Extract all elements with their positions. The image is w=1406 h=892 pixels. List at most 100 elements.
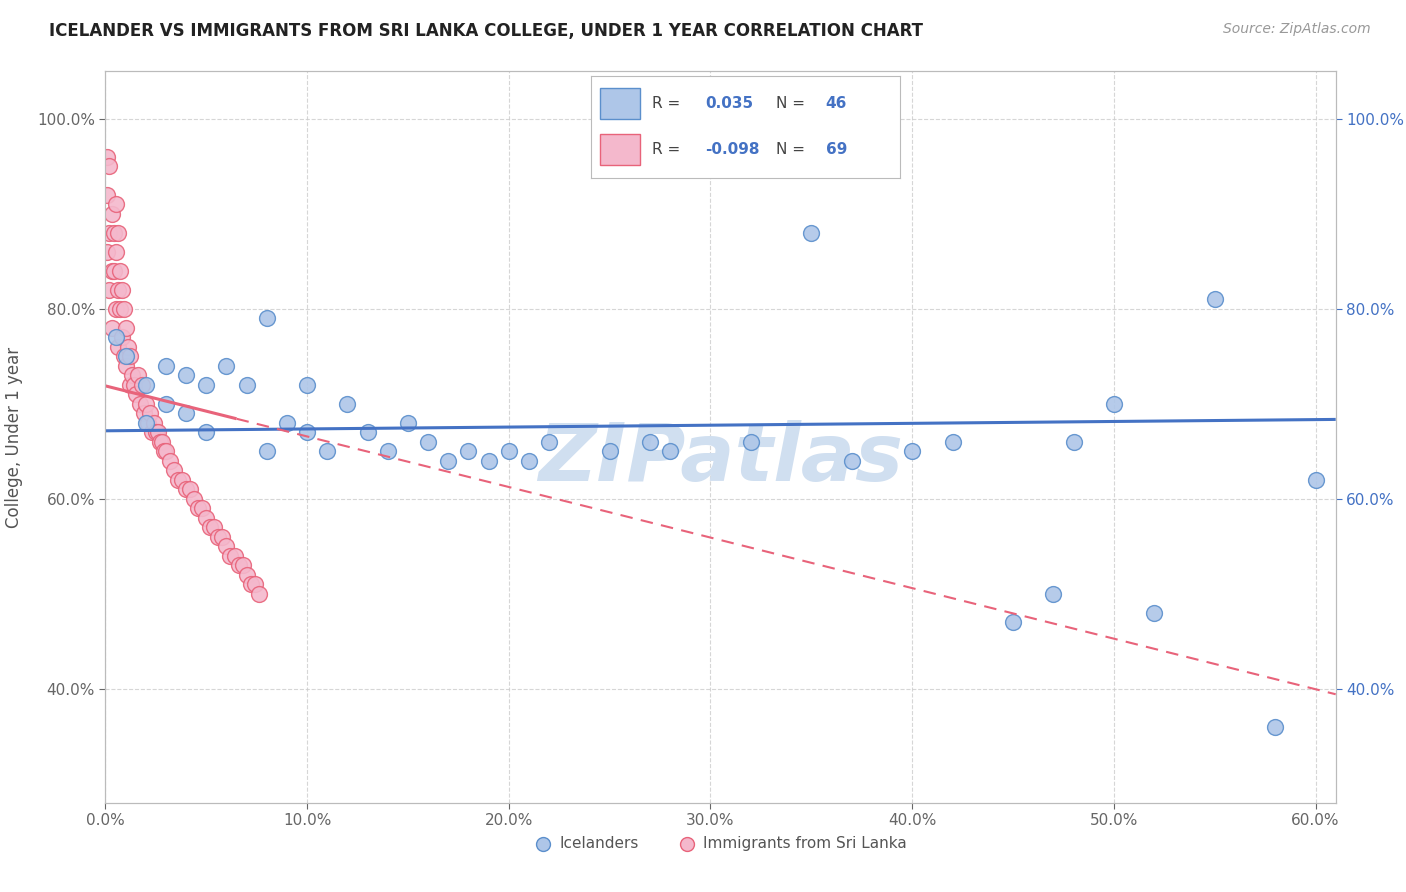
Point — [146, 425, 169, 440]
Point — [100, 207, 122, 221]
Point — [110, 283, 132, 297]
Point — [256, 311, 278, 326]
Point — [167, 473, 190, 487]
Point — [396, 416, 419, 430]
Point — [1305, 473, 1327, 487]
Point — [377, 444, 399, 458]
Point — [183, 491, 205, 506]
Point — [295, 425, 318, 440]
Point — [112, 301, 135, 316]
Point — [174, 368, 197, 383]
Point — [125, 387, 148, 401]
Bar — [600, 135, 640, 165]
Point — [104, 244, 127, 259]
Point — [901, 444, 924, 458]
Text: 0.035: 0.035 — [704, 96, 754, 111]
Point — [104, 197, 127, 211]
Point — [121, 368, 143, 383]
Point — [418, 434, 440, 449]
Text: R =: R = — [652, 142, 681, 157]
Point — [1042, 587, 1064, 601]
Point — [316, 444, 339, 458]
Point — [98, 226, 121, 240]
Point — [295, 377, 318, 392]
Point — [155, 397, 177, 411]
Point — [498, 444, 520, 458]
Point — [122, 377, 145, 392]
Text: N =: N = — [776, 142, 806, 157]
Point — [141, 425, 163, 440]
Point — [740, 434, 762, 449]
Point — [659, 444, 682, 458]
Point — [145, 425, 167, 440]
Point — [96, 244, 118, 259]
Point — [187, 501, 209, 516]
Point — [135, 416, 157, 430]
Point — [215, 539, 238, 553]
Point — [100, 321, 122, 335]
Point — [139, 406, 162, 420]
Point — [356, 425, 378, 440]
Text: R =: R = — [652, 96, 681, 111]
Point — [114, 321, 136, 335]
Point — [132, 406, 155, 420]
Point — [800, 226, 823, 240]
Point — [108, 264, 131, 278]
Point — [131, 377, 153, 392]
Point — [118, 349, 141, 363]
Point — [224, 549, 246, 563]
Point — [107, 340, 129, 354]
Point — [215, 359, 238, 373]
Point — [159, 454, 181, 468]
Point — [200, 520, 222, 534]
Point — [195, 377, 218, 392]
Point — [243, 577, 266, 591]
Point — [142, 416, 165, 430]
Point — [135, 397, 157, 411]
Point — [235, 567, 257, 582]
Point — [247, 587, 270, 601]
Point — [117, 340, 139, 354]
Text: -0.098: -0.098 — [704, 142, 759, 157]
Point — [457, 444, 479, 458]
Point — [239, 577, 262, 591]
Legend: Icelanders, Immigrants from Sri Lanka: Icelanders, Immigrants from Sri Lanka — [527, 830, 914, 857]
Point — [108, 301, 131, 316]
Point — [136, 416, 159, 430]
Point — [219, 549, 242, 563]
Point — [104, 301, 127, 316]
Point — [699, 103, 721, 117]
Point — [191, 501, 214, 516]
Point — [98, 283, 121, 297]
Point — [202, 520, 225, 534]
Point — [478, 454, 501, 468]
Point — [235, 377, 257, 392]
Point — [336, 397, 359, 411]
Point — [1063, 434, 1085, 449]
Text: ICELANDER VS IMMIGRANTS FROM SRI LANKA COLLEGE, UNDER 1 YEAR CORRELATION CHART: ICELANDER VS IMMIGRANTS FROM SRI LANKA C… — [49, 22, 924, 40]
Point — [150, 434, 173, 449]
Point — [100, 264, 122, 278]
Point — [841, 454, 863, 468]
Point — [1204, 293, 1226, 307]
Point — [114, 359, 136, 373]
Point — [174, 406, 197, 420]
Point — [118, 377, 141, 392]
Point — [1143, 606, 1166, 620]
Point — [256, 444, 278, 458]
Point — [155, 444, 177, 458]
Point — [110, 330, 132, 344]
Point — [114, 349, 136, 363]
Point — [195, 511, 218, 525]
Text: N =: N = — [776, 96, 806, 111]
Point — [207, 530, 229, 544]
Point — [232, 558, 254, 573]
Point — [155, 359, 177, 373]
Point — [127, 368, 149, 383]
Point — [135, 377, 157, 392]
Point — [96, 150, 118, 164]
Point — [163, 463, 186, 477]
Point — [1264, 720, 1286, 734]
Point — [517, 454, 540, 468]
Point — [211, 530, 233, 544]
